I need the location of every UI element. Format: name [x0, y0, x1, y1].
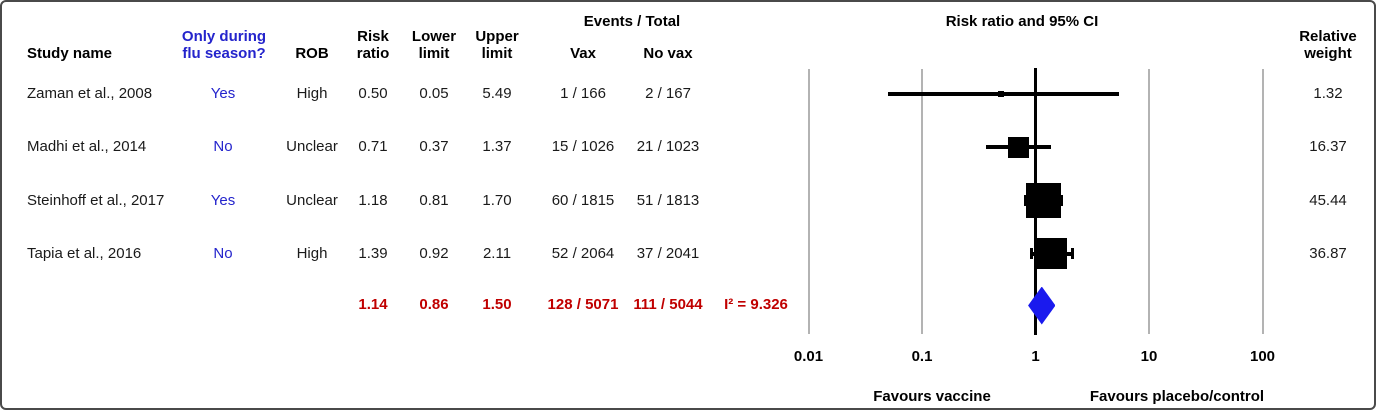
axis-tick-0.1: 0.1 — [911, 348, 933, 365]
row4-events-novax: 37 / 2041 — [636, 244, 700, 262]
row1-risk-ratio: 0.50 — [358, 85, 388, 102]
summary-i2: I² = 9.326 — [724, 296, 788, 313]
row4-name: Tapia et al., 2016 — [27, 244, 142, 262]
point-square-row1 — [998, 91, 1005, 97]
row2-events-novax: 21 / 1023 — [636, 138, 700, 156]
row3-events-vax: 60 / 1815 — [551, 191, 615, 209]
header-flu-season: Only during flu season? — [181, 28, 267, 62]
row1-upper: 5.49 — [482, 85, 512, 102]
row3-risk-ratio: 1.18 — [358, 191, 388, 209]
row4-weight: 36.87 — [1309, 244, 1347, 262]
point-square-row4 — [1036, 238, 1068, 270]
summary-upper: 1.50 — [482, 296, 512, 313]
header-rob: ROB — [295, 45, 329, 62]
summary-events-novax: 111 / 5044 — [633, 296, 703, 313]
row4-lower: 0.92 — [419, 244, 449, 262]
header-relative-weight: Relative weight — [1299, 28, 1357, 62]
row2-rob: Unclear — [286, 138, 338, 156]
row4-events-vax: 52 / 2064 — [551, 244, 615, 262]
ci-cap-right-row3 — [1060, 195, 1064, 207]
axis-tick-10: 10 — [1140, 348, 1158, 365]
row3-name: Steinhoff et al., 2017 — [27, 191, 165, 209]
header-vax: Vax — [570, 45, 596, 62]
gridline-10 — [1148, 69, 1150, 334]
plot-title: Risk ratio and 95% CI — [945, 13, 1099, 30]
row1-rob: High — [296, 85, 328, 102]
row1-lower: 0.05 — [419, 85, 449, 102]
gridline-0.01 — [807, 69, 810, 334]
gridline-100 — [1261, 69, 1264, 334]
header-events-total: Events / Total — [583, 13, 681, 30]
row1-weight: 1.32 — [1313, 85, 1343, 102]
point-square-row3 — [1026, 183, 1062, 219]
row1-events-vax: 1 / 166 — [560, 85, 606, 102]
summary-events-vax: 128 / 5071 — [547, 296, 619, 313]
row4-flu-season: No — [213, 244, 233, 262]
summary-diamond — [1028, 286, 1056, 325]
ci-cap-left-row4 — [1029, 248, 1033, 260]
header-upper-limit: Upper limit — [475, 28, 519, 62]
ci-cap-right-row4 — [1070, 248, 1074, 260]
row3-lower: 0.81 — [419, 191, 449, 209]
row2-risk-ratio: 0.71 — [358, 138, 388, 156]
row3-upper: 1.70 — [482, 191, 512, 209]
row1-name: Zaman et al., 2008 — [27, 85, 153, 102]
row2-name: Madhi et al., 2014 — [27, 138, 147, 156]
row3-weight: 45.44 — [1309, 191, 1347, 209]
axis-tick-100: 100 — [1249, 348, 1276, 365]
row3-rob: Unclear — [286, 191, 338, 209]
row4-upper: 2.11 — [482, 244, 512, 262]
row4-risk-ratio: 1.39 — [358, 244, 388, 262]
row3-flu-season: Yes — [210, 191, 236, 209]
row2-flu-season: No — [213, 138, 233, 156]
row2-lower: 0.37 — [419, 138, 449, 156]
favours-placebo-label: Favours placebo/control — [1089, 388, 1265, 405]
row2-upper: 1.37 — [482, 138, 512, 156]
row2-events-vax: 15 / 1026 — [551, 138, 615, 156]
row2-weight: 16.37 — [1309, 138, 1347, 156]
row3-events-novax: 51 / 1813 — [636, 191, 700, 209]
row4-rob: High — [296, 244, 328, 262]
summary-risk-ratio: 1.14 — [358, 296, 388, 313]
row1-flu-season: Yes — [210, 85, 236, 102]
ci-cap-left-row3 — [1023, 195, 1027, 207]
point-square-row2 — [1008, 136, 1030, 158]
row1-events-novax: 2 / 167 — [645, 85, 691, 102]
axis-tick-0.01: 0.01 — [793, 348, 824, 365]
summary-lower: 0.86 — [419, 296, 449, 313]
axis-tick-1: 1 — [1031, 348, 1040, 365]
header-lower-limit: Lower limit — [411, 28, 457, 62]
header-no-vax: No vax — [643, 45, 693, 62]
header-study-name: Study name — [27, 45, 113, 62]
gridline-0.1 — [921, 69, 923, 334]
favours-vaccine-label: Favours vaccine — [873, 388, 991, 405]
header-risk-ratio: Risk ratio — [356, 28, 390, 62]
